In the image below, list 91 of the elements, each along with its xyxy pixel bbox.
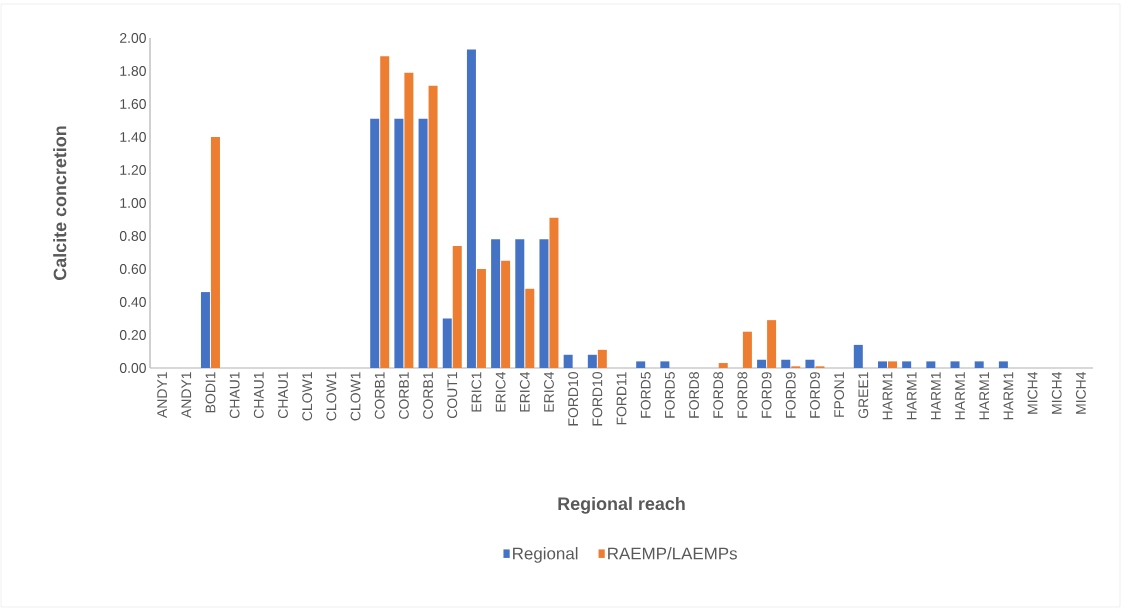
- x-tick-label: FORD10: [568, 372, 579, 426]
- bar: [452, 245, 462, 368]
- bar: [442, 318, 452, 368]
- y-tick-label: 1.80: [120, 66, 146, 76]
- x-tick-label: CORB1: [423, 372, 434, 419]
- bar: [781, 359, 791, 368]
- bar: [370, 118, 380, 368]
- x-tick-label: CHAU1: [278, 372, 288, 419]
- x-tick-label: FORD8: [689, 372, 699, 418]
- bar: [853, 344, 863, 368]
- y-tick-label: 1.60: [120, 99, 146, 109]
- x-tick-label: FORD10: [592, 372, 603, 426]
- x-tick-label: ANDY1: [181, 372, 192, 418]
- bar: [394, 118, 404, 368]
- x-tick-label: MICH4: [1051, 371, 1062, 414]
- x-tick-label: FORD9: [761, 372, 772, 418]
- x-tick-label: ERIC4: [544, 371, 554, 412]
- bar: [660, 361, 670, 368]
- x-tick-label: FORD11: [616, 372, 627, 425]
- x-tick-label: FPON1: [834, 372, 845, 417]
- bar: [418, 118, 428, 368]
- x-tick-label: CLOW1: [350, 372, 361, 421]
- x-tick-label: MICH4: [1075, 371, 1086, 414]
- y-tick-label: 0.80: [119, 231, 146, 241]
- bar: [466, 49, 476, 368]
- bar: [998, 361, 1008, 368]
- bar: [428, 85, 438, 368]
- y-tick-label: 0.00: [119, 363, 146, 373]
- x-tick-label: CORB1: [398, 372, 409, 419]
- y-tick-label: 0.60: [119, 264, 146, 274]
- y-tick-label: 0.20: [119, 330, 146, 340]
- x-tick-label: FORD9: [785, 372, 796, 418]
- bar: [515, 239, 525, 368]
- y-tick-label: 1.00: [120, 198, 146, 208]
- x-tick-label: COUT1: [447, 372, 458, 419]
- y-tick-label: 2.00: [120, 33, 146, 43]
- x-tick-label: CORB1: [374, 372, 385, 419]
- x-tick-label: FORD5: [640, 372, 651, 418]
- x-tick-label: MICH4: [1027, 371, 1038, 414]
- bar: [404, 72, 414, 368]
- x-tick-label: CLOW1: [302, 372, 313, 421]
- x-tick-label: CLOW1: [326, 372, 337, 421]
- bar: [476, 268, 486, 368]
- x-tick-label: HARM1: [955, 372, 965, 420]
- x-tick-label: ERIC4: [495, 371, 506, 412]
- x-tick-label: FORD9: [810, 372, 820, 418]
- x-tick-label: BODI1: [205, 372, 216, 413]
- x-tick-label: CHAU1: [253, 372, 264, 419]
- bar: [491, 239, 501, 368]
- x-tick-label: HARM1: [931, 372, 941, 420]
- bar: [525, 288, 535, 368]
- bar: [877, 361, 887, 368]
- bar: [501, 260, 511, 368]
- x-tick-label: HARM1: [882, 372, 893, 420]
- bar: [805, 359, 815, 368]
- bar: [539, 239, 549, 368]
- y-tick-label: 1.20: [120, 165, 146, 175]
- bar: [974, 361, 984, 368]
- x-tick-label: FORD8: [713, 372, 724, 418]
- x-tick-label: HARM1: [906, 372, 917, 420]
- bar: [767, 320, 777, 368]
- x-tick-label: HARM1: [1003, 372, 1014, 420]
- bar: [636, 361, 646, 368]
- x-tick-label: ERIC1: [471, 372, 482, 412]
- bar: [742, 331, 752, 368]
- x-tick-label: GREE1: [858, 372, 869, 419]
- bar: [380, 56, 390, 368]
- bar: [950, 361, 960, 368]
- bar: [200, 292, 210, 368]
- x-tick-label: ANDY1: [157, 372, 167, 418]
- bar: [926, 361, 936, 368]
- bar: [210, 136, 220, 368]
- bar: [597, 349, 607, 368]
- bar: [757, 359, 767, 368]
- x-tick-label: CHAU1: [229, 372, 240, 419]
- legend-label: RAEMP/LAEMPs: [608, 547, 737, 560]
- bar: [563, 354, 573, 368]
- bar: [718, 363, 728, 368]
- y-tick-label: 1.40: [120, 132, 146, 142]
- y-tick-label: 0.40: [119, 297, 146, 307]
- legend-label: Regional: [513, 547, 578, 563]
- x-tick-label: HARM1: [979, 372, 989, 420]
- x-tick-label: ERIC4: [519, 371, 530, 412]
- x-axis-title: Regional reach: [558, 496, 685, 514]
- y-axis-title: Calcite concretion: [53, 126, 67, 280]
- bar: [887, 361, 897, 368]
- x-tick-label: FORD8: [737, 372, 748, 418]
- bar: [902, 361, 912, 368]
- bar: [587, 354, 597, 368]
- x-tick-label: FORD5: [664, 372, 675, 418]
- bar: [549, 217, 559, 368]
